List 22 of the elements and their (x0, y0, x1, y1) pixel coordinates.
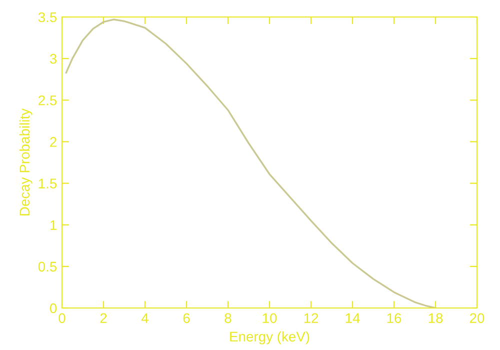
x-tick-label: 14 (346, 313, 360, 323)
x-axis-title: Energy (keV) (230, 331, 310, 344)
y-tick-label: 0.5 (38, 262, 57, 272)
y-tick-label: 3 (50, 54, 57, 64)
x-tick-label: 12 (304, 313, 318, 323)
line-series (65, 18, 436, 308)
x-tick-label: 20 (470, 313, 484, 324)
x-tick-label: 18 (428, 313, 443, 324)
x-tick-label: 2 (100, 313, 107, 323)
y-tick-label: 1 (50, 220, 56, 230)
y-tick-label: 1.5 (38, 178, 57, 188)
x-tick-label: 6 (183, 313, 190, 324)
y-tick-label: 2.5 (38, 95, 57, 106)
x-tick-label: 8 (224, 313, 232, 324)
x-tick-label: 10 (262, 313, 277, 324)
y-tick-label: 3.5 (38, 12, 57, 22)
x-tick-label: 4 (141, 313, 148, 323)
y-tick-label: 0 (50, 303, 57, 314)
y-tick-label: 2 (50, 137, 56, 147)
x-tick-label: 16 (387, 313, 402, 324)
x-tick-label: 0 (58, 313, 66, 324)
y-axis-title: Decay Probability (19, 108, 32, 216)
